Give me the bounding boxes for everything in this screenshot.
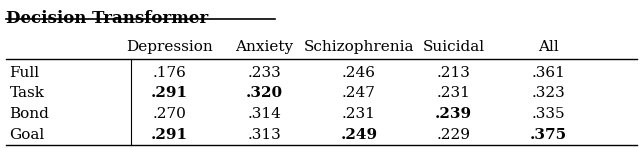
Text: Full: Full: [10, 66, 40, 79]
Text: .176: .176: [153, 66, 186, 79]
Text: All: All: [538, 40, 559, 54]
Text: .313: .313: [248, 128, 281, 142]
Text: .231: .231: [342, 107, 376, 121]
Text: Depression: Depression: [126, 40, 213, 54]
Text: Decision Transformer: Decision Transformer: [6, 10, 209, 27]
Text: .335: .335: [532, 107, 565, 121]
Text: .270: .270: [153, 107, 186, 121]
Text: Suicidal: Suicidal: [422, 40, 485, 54]
Text: .239: .239: [435, 107, 472, 121]
Text: Anxiety: Anxiety: [236, 40, 293, 54]
Text: .229: .229: [436, 128, 471, 142]
Text: .233: .233: [248, 66, 281, 79]
Text: .247: .247: [342, 86, 376, 100]
Text: .320: .320: [246, 86, 283, 100]
Text: .249: .249: [340, 128, 378, 142]
Text: .213: .213: [437, 66, 470, 79]
Text: .323: .323: [532, 86, 565, 100]
Text: Task: Task: [10, 86, 45, 100]
Text: .231: .231: [437, 86, 470, 100]
Text: .291: .291: [151, 128, 188, 142]
Text: .375: .375: [530, 128, 567, 142]
Text: Bond: Bond: [10, 107, 49, 121]
Text: .314: .314: [248, 107, 281, 121]
Text: .246: .246: [342, 66, 376, 79]
Text: .291: .291: [151, 86, 188, 100]
Text: Goal: Goal: [10, 128, 45, 142]
Text: Schizophrenia: Schizophrenia: [304, 40, 414, 54]
Text: .361: .361: [532, 66, 565, 79]
